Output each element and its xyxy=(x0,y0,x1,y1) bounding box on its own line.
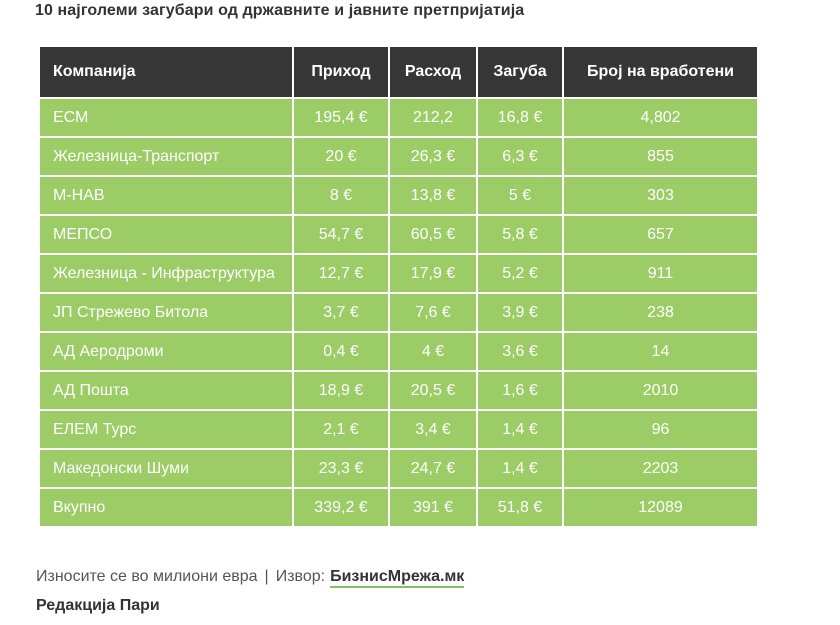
cell-revenue: 195,4 € xyxy=(292,97,390,138)
cell-expense: 26,3 € xyxy=(388,136,478,177)
table-row: ЕСМ 195,4 € 212,2 16,8 € 4,802 xyxy=(38,97,759,138)
cell-company: МЕПСО xyxy=(38,214,294,255)
cell-expense: 391 € xyxy=(388,487,478,528)
cell-revenue: 23,3 € xyxy=(292,448,390,489)
cell-revenue: 18,9 € xyxy=(292,370,390,411)
cell-expense: 212,2 xyxy=(388,97,478,138)
table-row: ЈП Стрежево Битола 3,7 € 7,6 € 3,9 € 238 xyxy=(38,292,759,333)
cell-company: Македонски Шуми xyxy=(38,448,294,489)
cell-loss: 5 € xyxy=(476,175,564,216)
cell-employees: 657 xyxy=(562,214,759,255)
source-label: Извор: xyxy=(275,568,326,585)
cell-expense: 24,7 € xyxy=(388,448,478,489)
cell-loss: 3,9 € xyxy=(476,292,564,333)
table-header-row: Компанија Приход Расход Загуба Број на в… xyxy=(38,45,759,99)
cell-revenue: 3,7 € xyxy=(292,292,390,333)
cell-expense: 13,8 € xyxy=(388,175,478,216)
column-header-loss: Загуба xyxy=(476,45,564,99)
cell-employees: 303 xyxy=(562,175,759,216)
cell-employees: 14 xyxy=(562,331,759,372)
cell-loss: 51,8 € xyxy=(476,487,564,528)
byline: Редакција Пари xyxy=(36,597,160,614)
cell-employees: 855 xyxy=(562,136,759,177)
cell-expense: 7,6 € xyxy=(388,292,478,333)
table-row: МЕПСО 54,7 € 60,5 € 5,8 € 657 xyxy=(38,214,759,255)
table-footnote: Износите се во милиони евра | Извор: Бизнис… xyxy=(36,568,465,588)
source-link[interactable]: БизнисМрежа.мк xyxy=(330,568,465,588)
table-row-total: Вкупно 339,2 € 391 € 51,8 € 12089 xyxy=(38,487,759,528)
cell-employees: 2203 xyxy=(562,448,759,489)
cell-employees: 2010 xyxy=(562,370,759,411)
cell-loss: 1,4 € xyxy=(476,409,564,450)
cell-revenue: 8 € xyxy=(292,175,390,216)
cell-revenue: 12,7 € xyxy=(292,253,390,294)
table-row: АД Аеродроми 0,4 € 4 € 3,6 € 14 xyxy=(38,331,759,372)
cell-company: Железница - Инфраструктура xyxy=(38,253,294,294)
cell-revenue: 339,2 € xyxy=(292,487,390,528)
cell-company: АД Аеродроми xyxy=(38,331,294,372)
cell-loss: 3,6 € xyxy=(476,331,564,372)
cell-expense: 60,5 € xyxy=(388,214,478,255)
cell-revenue: 0,4 € xyxy=(292,331,390,372)
cell-employees: 4,802 xyxy=(562,97,759,138)
cell-expense: 4 € xyxy=(388,331,478,372)
cell-loss: 6,3 € xyxy=(476,136,564,177)
table-row: Железница-Транспорт 20 € 26,3 € 6,3 € 85… xyxy=(38,136,759,177)
cell-loss: 1,6 € xyxy=(476,370,564,411)
column-header-revenue: Приход xyxy=(292,45,390,99)
column-header-expense: Расход xyxy=(388,45,478,99)
table-row: АД Пошта 18,9 € 20,5 € 1,6 € 2010 xyxy=(38,370,759,411)
cell-loss: 16,8 € xyxy=(476,97,564,138)
cell-company: Железница-Транспорт xyxy=(38,136,294,177)
cell-expense: 3,4 € xyxy=(388,409,478,450)
table-row: Железница - Инфраструктура 12,7 € 17,9 €… xyxy=(38,253,759,294)
units-note: Износите се во милиони евра xyxy=(36,568,258,585)
cell-revenue: 20 € xyxy=(292,136,390,177)
cell-employees: 238 xyxy=(562,292,759,333)
footnote-separator: | xyxy=(264,568,269,585)
column-header-employees: Број на вработени xyxy=(562,45,759,99)
cell-revenue: 54,7 € xyxy=(292,214,390,255)
cell-loss: 5,8 € xyxy=(476,214,564,255)
cell-employees: 911 xyxy=(562,253,759,294)
page-title: 10 најголеми загубари од државните и јав… xyxy=(35,2,525,19)
cell-company: Вкупно xyxy=(38,487,294,528)
column-header-company: Компанија xyxy=(38,45,294,99)
cell-employees: 12089 xyxy=(562,487,759,528)
cell-employees: 96 xyxy=(562,409,759,450)
cell-expense: 20,5 € xyxy=(388,370,478,411)
losers-table: Компанија Приход Расход Загуба Број на в… xyxy=(38,45,759,528)
cell-company: ЕСМ xyxy=(38,97,294,138)
cell-expense: 17,9 € xyxy=(388,253,478,294)
table-row: М-НАВ 8 € 13,8 € 5 € 303 xyxy=(38,175,759,216)
cell-revenue: 2,1 € xyxy=(292,409,390,450)
table-row: Македонски Шуми 23,3 € 24,7 € 1,4 € 2203 xyxy=(38,448,759,489)
table-row: ЕЛЕМ Турс 2,1 € 3,4 € 1,4 € 96 xyxy=(38,409,759,450)
cell-loss: 5,2 € xyxy=(476,253,564,294)
cell-company: ЈП Стрежево Битола xyxy=(38,292,294,333)
cell-loss: 1,4 € xyxy=(476,448,564,489)
cell-company: М-НАВ xyxy=(38,175,294,216)
cell-company: АД Пошта xyxy=(38,370,294,411)
cell-company: ЕЛЕМ Турс xyxy=(38,409,294,450)
